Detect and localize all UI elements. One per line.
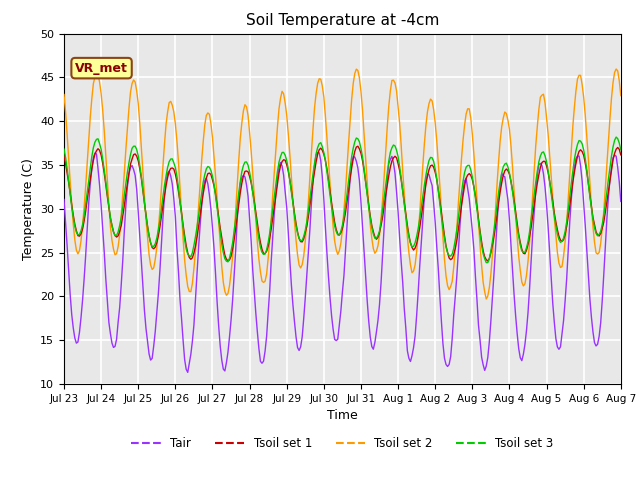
- Legend: Tair, Tsoil set 1, Tsoil set 2, Tsoil set 3: Tair, Tsoil set 1, Tsoil set 2, Tsoil se…: [127, 433, 558, 455]
- X-axis label: Time: Time: [327, 409, 358, 422]
- Title: Soil Temperature at -4cm: Soil Temperature at -4cm: [246, 13, 439, 28]
- Text: VR_met: VR_met: [75, 61, 128, 74]
- Y-axis label: Temperature (C): Temperature (C): [22, 158, 35, 260]
